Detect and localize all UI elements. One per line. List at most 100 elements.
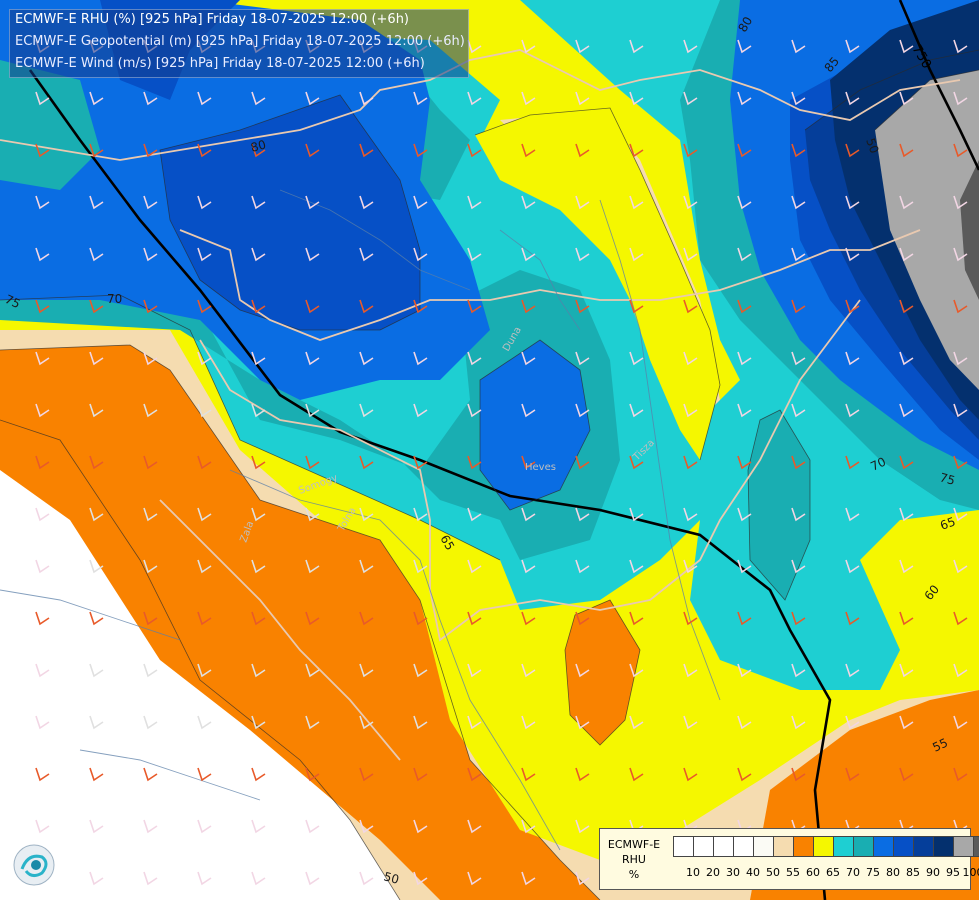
wind-barb [143, 455, 158, 470]
wind-barb [89, 403, 104, 418]
wind-barb [197, 195, 212, 210]
wind-barb [791, 143, 806, 158]
wind-barb [251, 455, 266, 470]
wind-barb [305, 611, 320, 626]
wind-barb [899, 767, 914, 782]
wind-barb [251, 715, 266, 730]
wind-barb [35, 351, 50, 366]
wind-barb [791, 351, 806, 366]
wind-barb [35, 403, 50, 418]
logo-icon [13, 844, 55, 886]
wind-barb [521, 507, 536, 522]
contour-label: 80 [249, 137, 267, 154]
legend-tick-label: 95 [946, 866, 960, 879]
wind-barb [197, 299, 212, 314]
legend-swatch [853, 836, 874, 857]
wind-barb [737, 507, 752, 522]
wind-barb [845, 351, 860, 366]
wind-barb [953, 767, 968, 782]
wind-barb [413, 715, 428, 730]
wind-barb [575, 351, 590, 366]
wind-barb [953, 559, 968, 574]
map-title-box: ECMWF-E RHU (%) [925 hPa] Friday 18-07-2… [9, 9, 469, 78]
wind-barb [575, 819, 590, 834]
wind-barb [305, 559, 320, 574]
wind-barb [413, 403, 428, 418]
wind-barb [791, 715, 806, 730]
legend-tick-label: 55 [786, 866, 800, 879]
wind-barb [953, 507, 968, 522]
band-75-inner [748, 410, 810, 600]
wind-barb [683, 715, 698, 730]
wind-barb [629, 39, 644, 54]
legend-swatch [753, 836, 774, 857]
wind-barb [845, 663, 860, 678]
wind-barb [521, 559, 536, 574]
wind-barb [521, 819, 536, 834]
legend-swatch [793, 836, 814, 857]
wind-barb [305, 299, 320, 314]
wind-barb [521, 871, 536, 886]
wind-barb [575, 767, 590, 782]
wind-barb [305, 247, 320, 262]
wind-barb [845, 507, 860, 522]
wind-barb [791, 403, 806, 418]
band-100 [875, 70, 979, 390]
legend-swatch [733, 836, 754, 857]
wind-barb [359, 871, 374, 886]
wind-barb [143, 871, 158, 886]
wind-barb [305, 195, 320, 210]
wind-barb [737, 767, 752, 782]
wind-barb [251, 663, 266, 678]
wind-barb [845, 299, 860, 314]
wind-barb [629, 195, 644, 210]
wind-barb [413, 247, 428, 262]
wind-barb [953, 247, 968, 262]
wind-barb [629, 767, 644, 782]
wind-barb [359, 195, 374, 210]
contour-label: 65 [938, 514, 957, 532]
contour-label: 80 [735, 14, 755, 34]
place-label: Heves [525, 462, 556, 473]
wind-barb [737, 247, 752, 262]
contour-label-group: 80 70 75 65 50 70 75 65 60 55 80 85 50 7… [3, 14, 958, 887]
wind-barb [251, 351, 266, 366]
wind-barb [413, 351, 428, 366]
legend-tick-label: 65 [826, 866, 840, 879]
wind-barb [953, 91, 968, 106]
wind-barb [413, 559, 428, 574]
color-legend: ECMWF-E RHU % 10 20 30 40 50 55 60 65 70 75 80 85 90… [599, 828, 979, 890]
legend-tick-label: 75 [866, 866, 880, 879]
wind-barb [629, 455, 644, 470]
wind-barb [413, 611, 428, 626]
wind-barb [575, 455, 590, 470]
wind-barb [899, 195, 914, 210]
wind-barb [467, 819, 482, 834]
wind-barb [629, 403, 644, 418]
wind-barb [629, 715, 644, 730]
wind-barb [899, 247, 914, 262]
wind-barb [35, 247, 50, 262]
wind-barb [413, 507, 428, 522]
contour-label: 65 [437, 533, 457, 553]
geopotential-contour-east [898, 0, 979, 171]
wind-barb [575, 715, 590, 730]
wind-barb [899, 715, 914, 730]
wind-barb [737, 39, 752, 54]
wind-barb [737, 403, 752, 418]
wind-barb [251, 403, 266, 418]
wind-barb [359, 663, 374, 678]
wind-barb [521, 715, 536, 730]
band-60-blob [565, 600, 640, 745]
wind-barb [467, 611, 482, 626]
wind-barb [251, 299, 266, 314]
wind-barb [413, 663, 428, 678]
legend-swatches [673, 836, 979, 857]
wind-barb [845, 767, 860, 782]
wind-barb [413, 819, 428, 834]
legend-tick-label: 40 [746, 866, 760, 879]
wind-barb [305, 403, 320, 418]
wind-barb [359, 247, 374, 262]
wind-barb [89, 455, 104, 470]
wind-barb [35, 767, 50, 782]
